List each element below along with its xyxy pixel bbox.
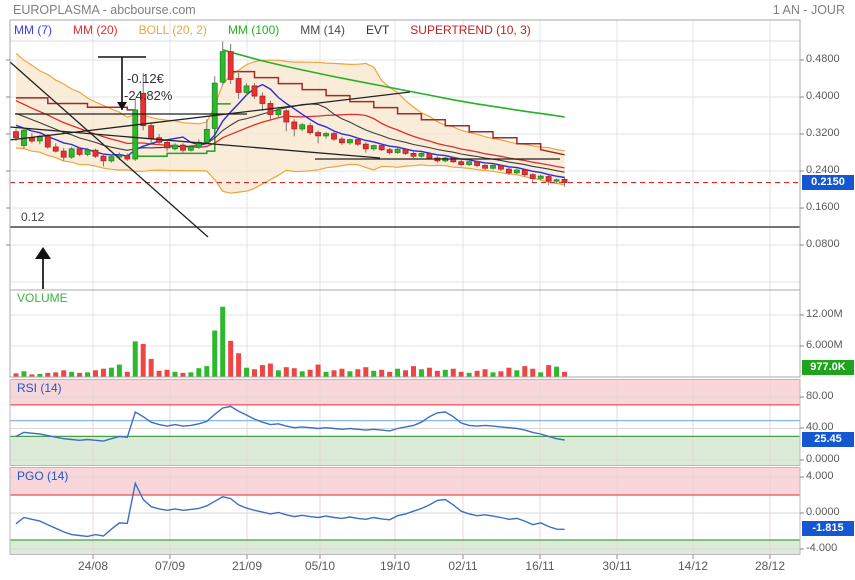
chart-title: EUROPLASMA - abcbourse.com <box>13 3 196 17</box>
indicator-legend: MM (7) MM (20) BOLL (20, 2) MM (100) MM (14)… <box>14 23 531 37</box>
rsi-axis-tick: 80.00 <box>806 390 834 402</box>
date-tick-label: 24/08 <box>77 559 109 573</box>
date-tick-label: 02/11 <box>448 559 478 573</box>
measure-percent-label: -24.82% <box>124 88 173 103</box>
rsi-axis-tick: 40.00 <box>806 421 834 433</box>
price-axis-tick: 0.1600 <box>806 201 840 213</box>
volume-panel-label: VOLUME <box>17 291 68 305</box>
legend-item-evt: EVT <box>365 23 390 37</box>
measure-price-label: -0.12€ <box>127 71 164 86</box>
last-price-badge: 0.2150 <box>802 175 854 190</box>
legend-item-supertrend-10-3: SUPERTREND (10, 3) <box>410 23 531 37</box>
volume-axis-tick: 12.00M <box>806 308 843 320</box>
last-volume-badge: 977.0K <box>802 360 854 375</box>
timeframe-label: 1 AN - JOUR <box>772 3 845 17</box>
legend-item-boll-20-2: BOLL (20, 2) <box>138 23 207 37</box>
rsi-panel-label: RSI (14) <box>17 381 62 395</box>
date-tick-label: 30/11 <box>602 559 632 573</box>
legend-item-mm-7: MM (7) <box>14 23 52 37</box>
pgo-axis-tick: 4.000 <box>806 470 834 482</box>
legend-item-mm-14: MM (14) <box>300 23 345 37</box>
date-tick-label: 05/10 <box>304 559 336 573</box>
date-tick-label: 19/10 <box>379 559 411 573</box>
price-axis-tick: 0.4000 <box>806 90 840 102</box>
last-rsi-badge: 25.45 <box>802 432 854 447</box>
last-pgo-badge: -1.815 <box>802 521 854 536</box>
price-axis-tick: 0.2400 <box>806 164 840 176</box>
legend-item-mm-20: MM (20) <box>73 23 118 37</box>
pgo-panel-label: PGO (14) <box>17 469 69 483</box>
price-axis-tick: 0.0800 <box>806 238 840 250</box>
date-tick-label: 28/12 <box>754 559 786 573</box>
date-tick-label: 16/11 <box>525 559 555 573</box>
pgo-axis-tick: -4.000 <box>806 542 838 554</box>
date-tick-label: 21/09 <box>231 559 263 573</box>
price-axis-tick: 0.4800 <box>806 53 840 65</box>
price-axis-tick: 0.3200 <box>806 127 840 139</box>
rsi-axis-tick: 0.0000 <box>806 453 840 465</box>
support-level-label: 0.12 <box>21 210 45 224</box>
date-tick-label: 07/09 <box>154 559 186 573</box>
date-tick-label: 14/12 <box>677 559 709 573</box>
pgo-axis-tick: 0.0000 <box>806 506 840 518</box>
volume-axis-tick: 6.000M <box>806 339 843 351</box>
legend-item-mm-100: MM (100) <box>227 23 280 37</box>
